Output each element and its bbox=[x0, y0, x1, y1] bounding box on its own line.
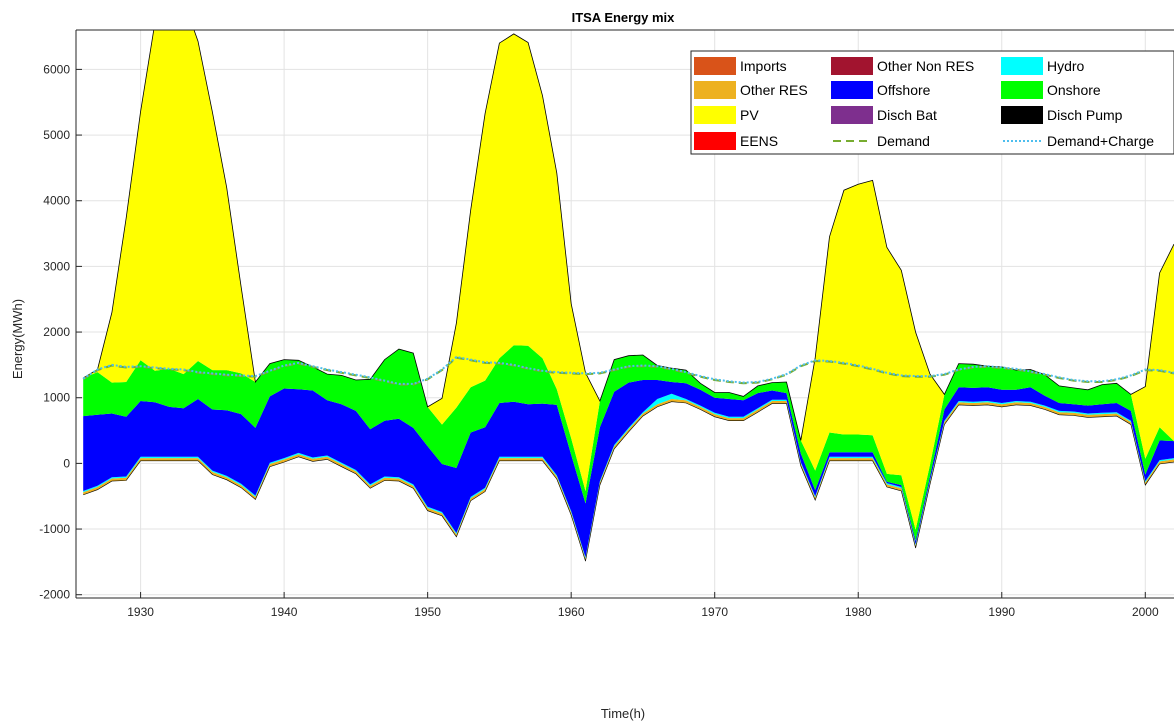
legend-label: Offshore bbox=[877, 82, 931, 98]
legend-label: EENS bbox=[740, 133, 778, 149]
y-tick-label: -2000 bbox=[39, 588, 70, 602]
legend-label: Demand bbox=[877, 133, 930, 149]
legend-swatch bbox=[694, 106, 736, 124]
legend-swatch bbox=[694, 81, 736, 99]
legend-box bbox=[690, 50, 1174, 155]
legend-swatch bbox=[694, 57, 736, 75]
legend-label: PV bbox=[740, 107, 759, 123]
legend-swatch bbox=[831, 106, 873, 124]
stack-bottom-outline bbox=[83, 401, 1174, 562]
legend-label: Hydro bbox=[1047, 58, 1085, 74]
y-tick-label: 4000 bbox=[43, 194, 70, 208]
y-tick-label: -1000 bbox=[39, 522, 70, 536]
legend-swatch bbox=[831, 57, 873, 75]
x-tick-label: 1970 bbox=[701, 605, 728, 619]
legend-label: Onshore bbox=[1047, 82, 1101, 98]
x-tick-label: 1940 bbox=[271, 605, 298, 619]
legend-label: Disch Pump bbox=[1047, 107, 1123, 123]
legend: Imports Other Non RES Hydro Other RES Offsho… bbox=[690, 50, 1174, 155]
y-tick-label: 2000 bbox=[43, 325, 70, 339]
demand-lines bbox=[82, 355, 1174, 386]
x-tick-label: 1960 bbox=[558, 605, 585, 619]
area-onshore bbox=[83, 345, 1174, 541]
axes: 1930 1940 1950 1960 1970 1980 1990 2000 -2000 -10… bbox=[39, 29, 1174, 619]
x-tick-label: 1930 bbox=[127, 605, 154, 619]
y-tick-label: 1000 bbox=[43, 391, 70, 405]
y-tick-label: 0 bbox=[63, 456, 70, 470]
y-axis-label: Energy(MWh) bbox=[10, 299, 25, 379]
demand-charge-line bbox=[82, 355, 1174, 385]
legend-swatch bbox=[1001, 81, 1043, 99]
legend-swatch bbox=[1001, 106, 1043, 124]
legend-label: Other RES bbox=[740, 82, 808, 98]
legend-swatch bbox=[694, 132, 736, 150]
area-offshore bbox=[83, 380, 1174, 558]
y-tick-label: 6000 bbox=[43, 62, 70, 76]
area-pv bbox=[83, 30, 1174, 530]
legend-label: Demand+Charge bbox=[1047, 133, 1154, 149]
area-other-res bbox=[83, 399, 1174, 562]
y-tick-label: 3000 bbox=[43, 259, 70, 273]
legend-swatch bbox=[1001, 57, 1043, 75]
y-tick-label: 5000 bbox=[43, 128, 70, 142]
x-tick-label: 1950 bbox=[414, 605, 441, 619]
legend-label: Disch Bat bbox=[877, 107, 937, 123]
legend-label: Other Non RES bbox=[877, 58, 974, 74]
x-tick-label: 1990 bbox=[988, 605, 1015, 619]
x-tick-label: 2000 bbox=[1132, 605, 1159, 619]
chart-title: ITSA Energy mix bbox=[572, 10, 676, 25]
x-axis-label: Time(h) bbox=[601, 706, 645, 721]
legend-swatch bbox=[831, 81, 873, 99]
x-tick-label: 1980 bbox=[845, 605, 872, 619]
legend-label: Imports bbox=[740, 58, 787, 74]
